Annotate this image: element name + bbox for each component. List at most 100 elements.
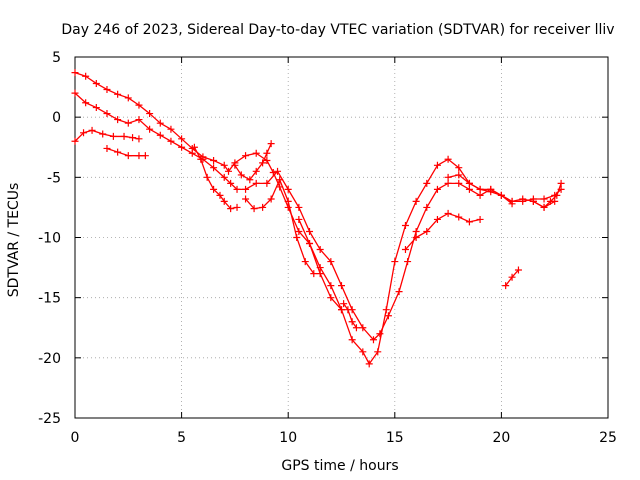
data-point [125, 94, 132, 101]
x-tick-label: 15 [386, 430, 404, 446]
y-tick-label: 5 [52, 50, 61, 66]
series-2 [72, 127, 143, 145]
data-point [268, 140, 275, 147]
data-point [338, 282, 345, 289]
data-point [285, 198, 292, 205]
data-point [295, 216, 302, 223]
series-11 [502, 266, 522, 289]
data-point [423, 180, 430, 187]
data-point [157, 132, 164, 139]
data-point [93, 104, 100, 111]
y-tick-label: 0 [52, 110, 61, 126]
data-point [93, 80, 100, 87]
data-point [103, 145, 110, 152]
series-line [246, 180, 314, 274]
data-point [263, 150, 270, 157]
data-point [445, 180, 452, 187]
series-line [344, 304, 357, 328]
data-layer [72, 69, 565, 367]
data-point [103, 110, 110, 117]
series-3 [103, 145, 148, 159]
data-point [125, 120, 132, 127]
data-point [253, 180, 260, 187]
data-point [114, 149, 121, 156]
data-point [178, 144, 185, 151]
x-tick-label: 25 [599, 430, 617, 446]
data-point [125, 152, 132, 159]
series-line [75, 93, 555, 340]
data-point [383, 306, 390, 313]
data-point [110, 133, 117, 140]
data-point [477, 216, 484, 223]
data-point [434, 186, 441, 193]
data-point [558, 180, 565, 187]
y-axis-label: SDTVAR / TECUs [6, 183, 22, 298]
x-tick-label: 10 [279, 430, 297, 446]
series-0 [72, 69, 565, 367]
series-6 [242, 176, 317, 277]
data-point [396, 288, 403, 295]
data-point [82, 73, 89, 80]
data-point [327, 282, 334, 289]
data-point [234, 204, 241, 211]
data-point [423, 204, 430, 211]
y-tick-label: -10 [38, 231, 61, 247]
data-point [253, 150, 260, 157]
data-point [242, 186, 249, 193]
data-point [391, 258, 398, 265]
plot-frame [75, 57, 608, 418]
data-point [89, 127, 96, 134]
y-tick-label: -15 [38, 291, 61, 307]
y-tick-label: -25 [38, 411, 61, 427]
data-point [285, 186, 292, 193]
data-point [121, 133, 128, 140]
data-point [293, 234, 300, 241]
x-tick-label: 0 [71, 430, 80, 446]
data-point [413, 228, 420, 235]
data-point [455, 214, 462, 221]
data-point [135, 135, 142, 142]
data-point [404, 258, 411, 265]
tick-marks [75, 57, 608, 418]
series-10 [445, 171, 516, 207]
data-point [167, 138, 174, 145]
grid-lines [75, 57, 608, 418]
data-point [466, 218, 473, 225]
data-point [434, 162, 441, 169]
x-tick-label: 5 [177, 430, 186, 446]
data-point [466, 186, 473, 193]
data-point [306, 228, 313, 235]
data-point [99, 131, 106, 138]
series-line [107, 148, 145, 155]
series-line [75, 130, 139, 141]
data-point [402, 222, 409, 229]
data-point [210, 157, 217, 164]
data-point [455, 180, 462, 187]
data-point [204, 174, 211, 181]
data-point [295, 204, 302, 211]
data-point [413, 198, 420, 205]
tick-labels: 0 5 10 15 20 25 5 0 -5 -10 -15 -20 -25 [38, 50, 617, 446]
data-point [103, 86, 110, 93]
y-tick-label: -5 [47, 170, 61, 186]
series-1 [72, 90, 559, 344]
data-point [72, 69, 79, 76]
x-axis-label: GPS time / hours [281, 458, 398, 474]
series-line [75, 73, 561, 364]
data-point [445, 174, 452, 181]
data-point [477, 192, 484, 199]
y-tick-label: -20 [38, 351, 61, 367]
x-tick-label: 20 [492, 430, 510, 446]
data-point [135, 152, 142, 159]
data-point [541, 195, 548, 202]
data-point [477, 186, 484, 193]
data-point [445, 210, 452, 217]
data-point [242, 152, 249, 159]
data-point [129, 134, 136, 141]
series-line [235, 144, 271, 180]
data-point [114, 91, 121, 98]
data-point [142, 152, 149, 159]
chart-title: Day 246 of 2023, Sidereal Day-to-day VTE… [61, 22, 614, 38]
series-4 [191, 144, 241, 212]
